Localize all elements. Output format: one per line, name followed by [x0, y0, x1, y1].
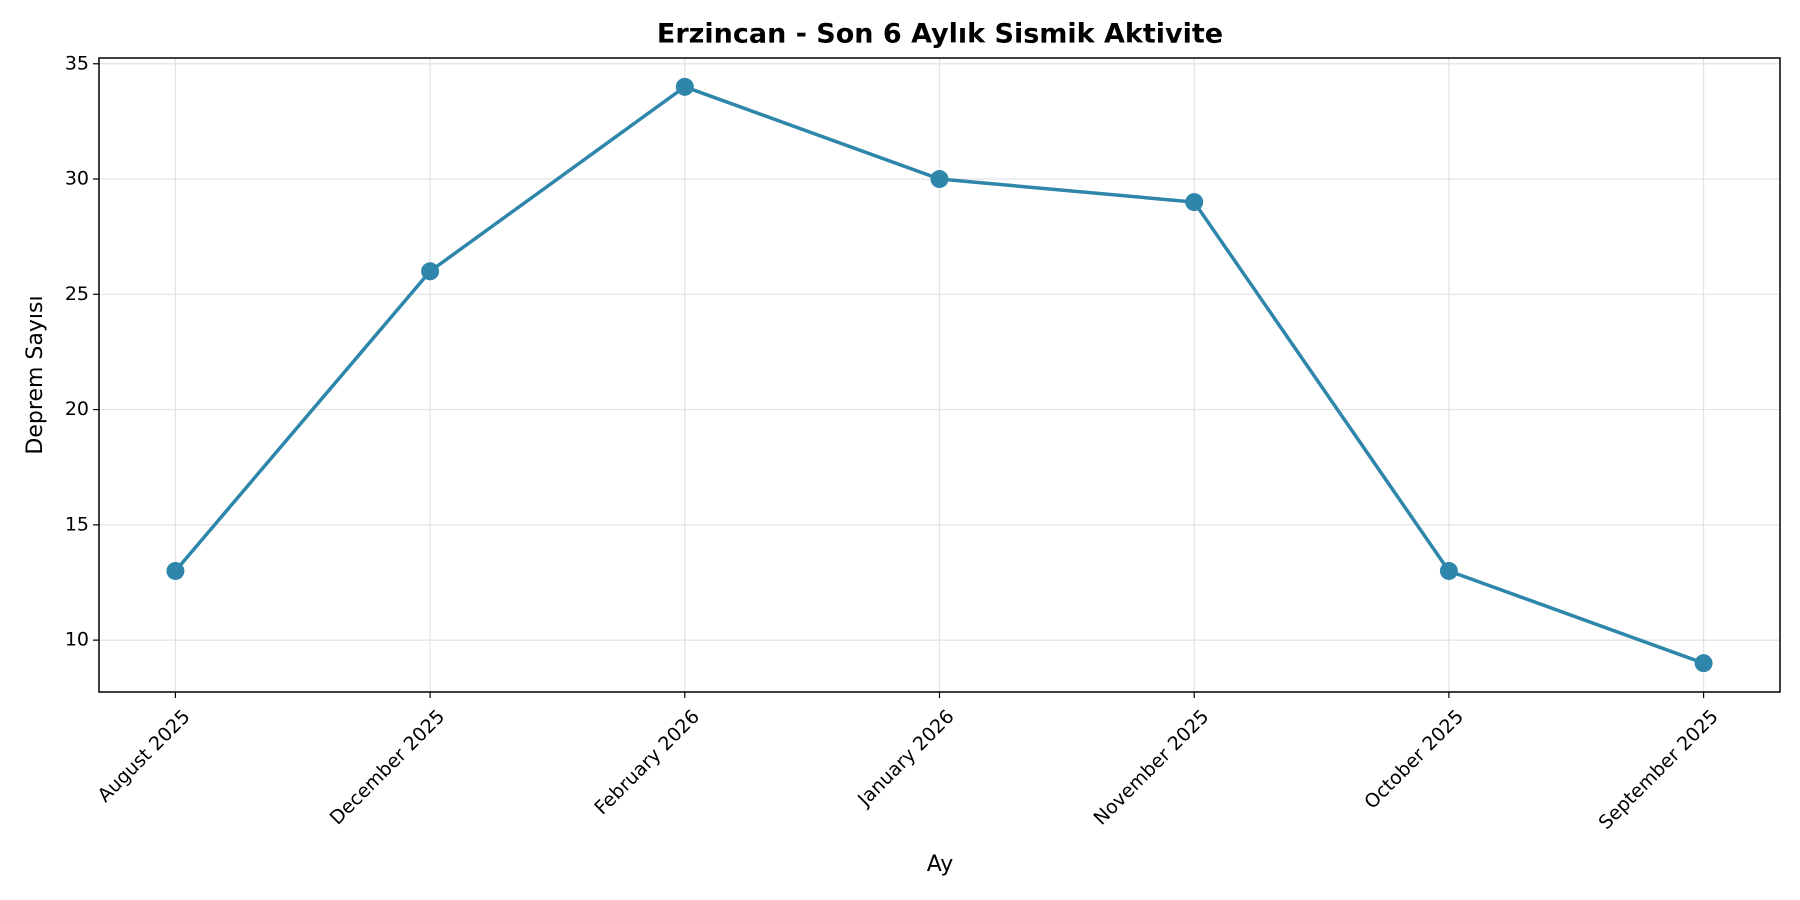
- point: [930, 170, 949, 189]
- point: [421, 262, 440, 281]
- y-tick-label: 10: [65, 629, 89, 651]
- point: [675, 77, 694, 96]
- y-tick-label: 15: [65, 513, 89, 535]
- y-axis-label: Deprem Sayısı: [23, 295, 48, 454]
- point: [1694, 654, 1713, 673]
- point: [1439, 561, 1458, 580]
- y-tick-label: 25: [65, 283, 89, 305]
- point: [1185, 193, 1204, 212]
- point: [166, 561, 185, 580]
- y-tick-label: 20: [65, 398, 89, 420]
- chart-title: Erzincan - Son 6 Aylık Sismik Aktivite: [657, 19, 1223, 50]
- plot-frame: [98, 57, 1781, 693]
- x-axis-label: Ay: [927, 852, 954, 877]
- y-tick-label: 30: [65, 168, 89, 190]
- y-tick-label: 35: [65, 52, 89, 74]
